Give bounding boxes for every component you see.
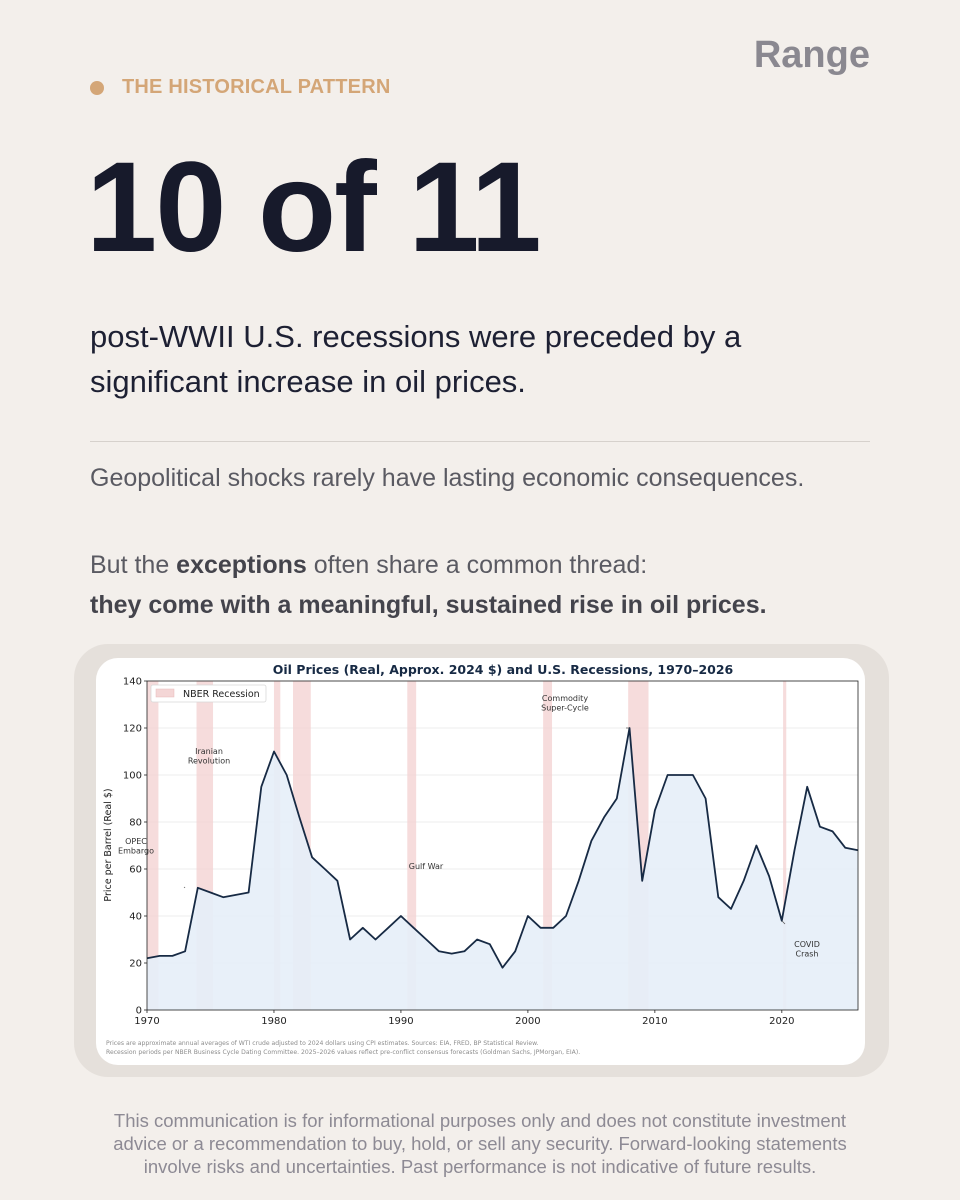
y-tick-label: 100 (123, 771, 142, 782)
chart-card: Oil Prices (Real, Approx. 2024 $) and U.… (96, 658, 865, 1065)
bullet-dot-icon (90, 80, 104, 95)
y-tick-label: 60 (129, 865, 142, 876)
x-tick-label: 2010 (642, 1016, 667, 1027)
legend-swatch (155, 688, 175, 698)
annotation-label: Iranian Revolution (188, 747, 230, 766)
headline-stat: 10 of 11 (86, 136, 542, 279)
chart-footnote-1: Prices are approximate annual averages o… (106, 1040, 538, 1047)
y-tick-label: 140 (123, 677, 142, 688)
x-tick-label: 1980 (261, 1016, 286, 1027)
recession-band (783, 681, 787, 1010)
legal-disclaimer: This communication is for informational … (113, 1110, 847, 1177)
annotation-label: COVID Crash (794, 940, 820, 959)
section-divider (90, 441, 870, 442)
annotation-label: Gulf War (409, 862, 444, 871)
brand-logo: Range (753, 34, 870, 76)
y-tick-label: 20 (129, 959, 142, 970)
annotation-label: OPEC Embargo (118, 837, 154, 856)
recession-band (543, 681, 553, 1010)
body-emphasis: exceptions (176, 551, 307, 579)
y-tick-label: 40 (129, 912, 142, 923)
y-axis-label: Price per Barrel (Real $) (103, 788, 114, 901)
x-tick-label: 1970 (134, 1016, 159, 1027)
chart-title: Oil Prices (Real, Approx. 2024 $) and U.… (273, 662, 734, 677)
y-tick-label: 0 (136, 1006, 142, 1017)
y-tick-label: 120 (123, 724, 142, 735)
chart-footnote-2: Recession periods per NBER Business Cycl… (106, 1049, 580, 1056)
annotation-label: Commodity Super-Cycle (541, 694, 589, 713)
plot-border (146, 680, 859, 1011)
eyebrow: THE HISTORICAL PATTERN (90, 76, 390, 99)
x-tick-label: 1990 (388, 1016, 413, 1027)
price-area-fill (147, 728, 858, 1010)
x-tick-label: 2020 (769, 1016, 794, 1027)
body-text: often share a common thread: (306, 551, 648, 579)
annotation-arrow (183, 886, 186, 889)
body-emphasis-line: they come with a meaningful, sustained r… (90, 591, 767, 619)
recession-band (407, 681, 417, 1010)
y-tick-label: 80 (129, 818, 142, 829)
subhead: post-WWII U.S. recessions were preceded … (90, 319, 742, 399)
legend-label: NBER Recession (183, 689, 260, 700)
eyebrow-label: THE HISTORICAL PATTERN (122, 76, 391, 98)
recession-band (147, 681, 159, 1010)
body-text: But the (90, 551, 177, 579)
oil-price-chart: Oil Prices (Real, Approx. 2024 $) and U.… (103, 662, 859, 1056)
price-series-line (146, 727, 859, 969)
legend-box (150, 684, 267, 703)
body-paragraph-2: But the exceptions often share a common … (90, 545, 850, 625)
body-paragraph-1: Geopolitical shocks rarely have lasting … (90, 464, 805, 492)
chart-legend: NBER Recession (150, 684, 267, 703)
x-tick-label: 2000 (515, 1016, 540, 1027)
annotation-arrow (781, 920, 786, 925)
